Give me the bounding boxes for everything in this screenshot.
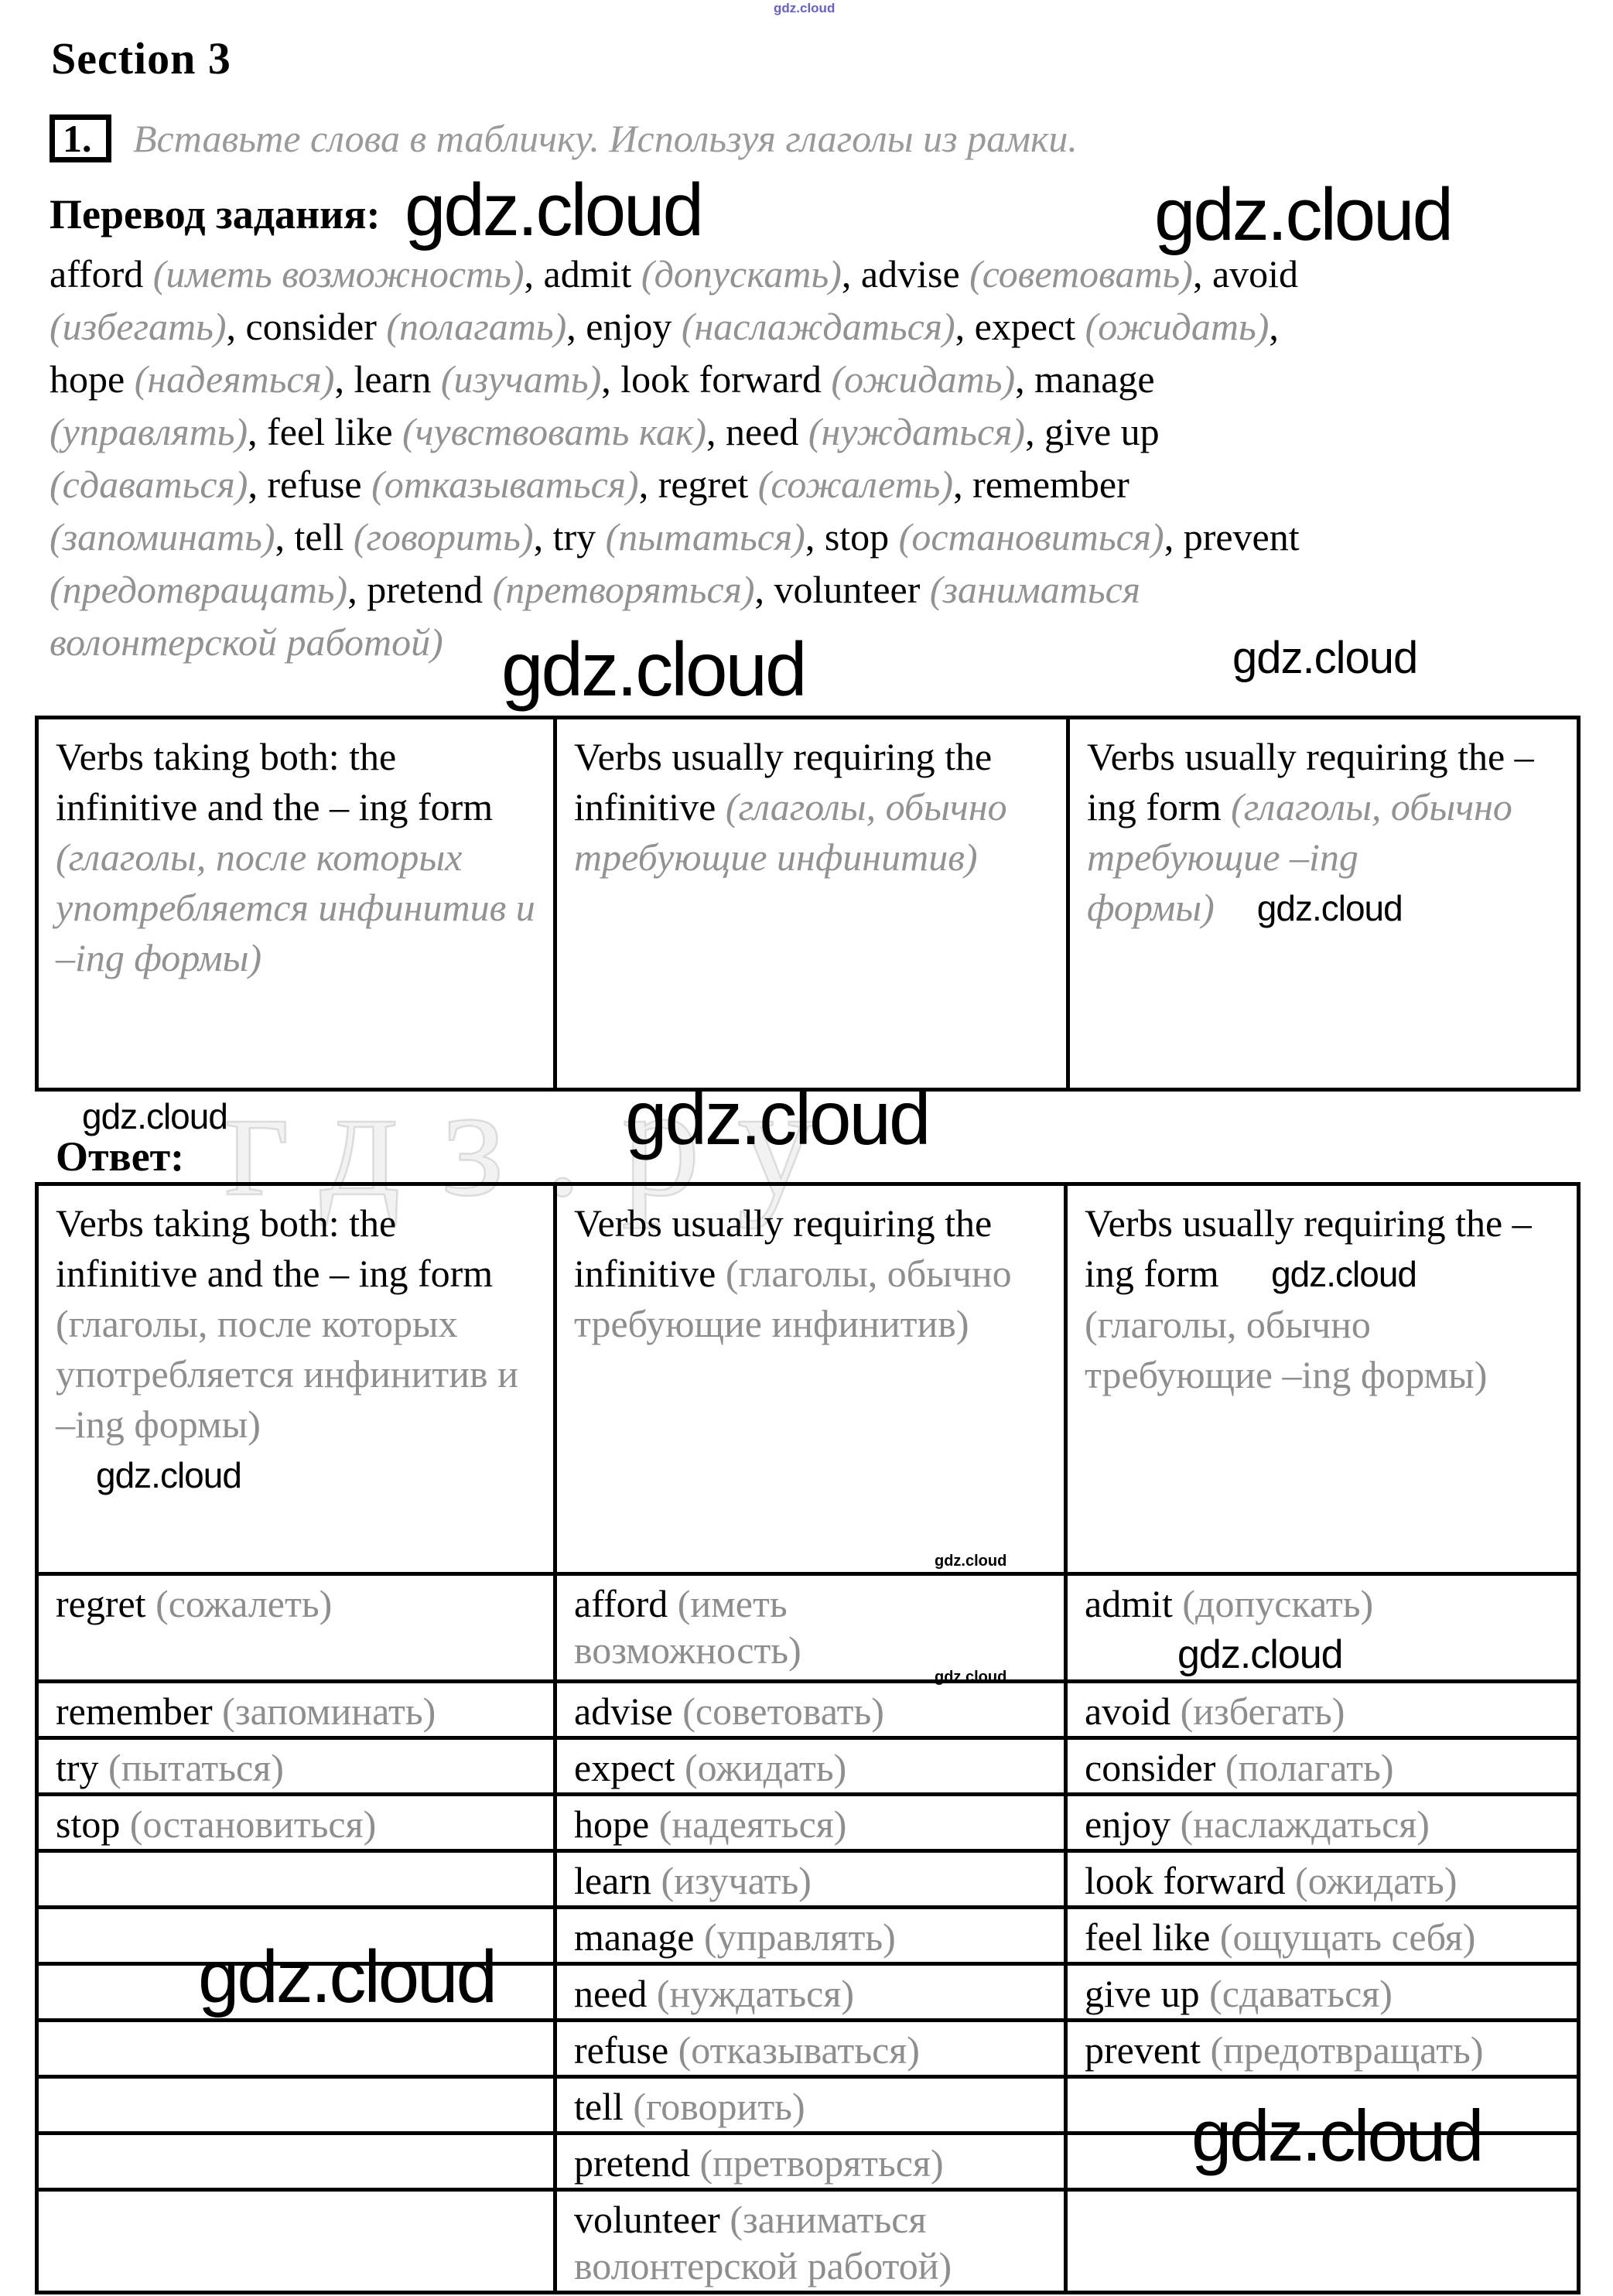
table-row: remember (запоминать) advise (советовать…: [35, 1679, 1581, 1740]
table-cell: [1064, 2075, 1581, 2135]
table-cell: prevent (предотвращать): [1064, 2018, 1581, 2079]
table-cell: regret (сожалеть): [35, 1572, 557, 1683]
table-cell: expect (ожидать): [553, 1736, 1068, 1796]
header-cell-both-forms: Verbs taking both: the infinitive and th…: [35, 716, 557, 1092]
header-cell-both-forms: Verbs taking both: the infinitive and th…: [35, 1182, 557, 1576]
word-bank: afford (иметь возможность), admit (допус…: [50, 248, 1577, 668]
table-cell: [1064, 2131, 1581, 2192]
table-cell: admit (допускать) gdz.cloud: [1064, 1572, 1581, 1683]
gdz-cloud-watermark: gdz.cloud: [82, 1096, 228, 1136]
table-cell: [35, 1962, 557, 2022]
table-cell: need (нуждаться): [553, 1962, 1068, 2022]
table-cell: stop (остановиться): [35, 1792, 557, 1853]
table-cell: tell (говорить): [553, 2075, 1068, 2135]
word-bank-line: (управлять), feel like (чувствовать как)…: [50, 410, 1160, 453]
verbs-table-empty: Verbs taking both: the infinitive and th…: [35, 716, 1581, 1092]
table-cell: give up (сдаваться): [1064, 1962, 1581, 2022]
verbs-table-answer: Verbs taking both: the infinitive and th…: [35, 1182, 1581, 2294]
gdz-cloud-watermark: gdz.cloud: [1154, 173, 1454, 256]
table-cell: advise (советовать): [553, 1679, 1068, 1740]
header-cell-infinitive: Verbs usually requiring the infinitive (…: [553, 716, 1070, 1092]
word-bank-line: (избегать), consider (полагать), enjoy (…: [50, 305, 1279, 348]
section-title: Section 3: [51, 33, 231, 84]
table-row: tell (говорить): [35, 2075, 1581, 2135]
table-cell: [1064, 2188, 1581, 2294]
table-cell: learn (изучать): [553, 1849, 1068, 1909]
table-cell: pretend (претворяться): [553, 2131, 1068, 2192]
gdz-cloud-watermark: gdz.cloud: [625, 1075, 931, 1160]
table-cell: [35, 2131, 557, 2192]
table-cell: hope (надеяться): [553, 1792, 1068, 1853]
table-cell: volunteer (заниматься волонтерской работо…: [553, 2188, 1068, 2294]
table-cell: try (пытаться): [35, 1736, 557, 1796]
table-row: volunteer (заниматься волонтерской работо…: [35, 2188, 1581, 2294]
table-cell: enjoy (наслаждаться): [1064, 1792, 1581, 1853]
task-instruction: Вставьте слова в табличку. Используя гла…: [133, 117, 1078, 160]
table-row: regret (сожалеть) afford (иметь возможнос…: [35, 1572, 1581, 1683]
table-cell: consider (полагать): [1064, 1736, 1581, 1796]
table-row: need (нуждаться) give up (сдаваться): [35, 1962, 1581, 2022]
answer-label: Ответ:: [56, 1133, 185, 1180]
word-bank-line: afford (иметь возможность), admit (допус…: [50, 252, 1299, 296]
word-bank-line: hope (надеяться), learn (изучать), look …: [50, 357, 1155, 401]
table-cell: refuse (отказываться): [553, 2018, 1068, 2079]
table-cell: [35, 2018, 557, 2079]
translation-label: Перевод задания:: [50, 191, 381, 237]
table-row: learn (изучать) look forward (ожидать): [35, 1849, 1581, 1909]
word-bank-line: волонтерской работой): [50, 620, 443, 664]
table-cell: afford (иметь возможность): [553, 1572, 1068, 1683]
table-cell: [35, 2188, 557, 2294]
header-cell-ing-form: Verbs usually requiring the –ing form gd…: [1064, 1182, 1581, 1576]
gdz-cloud-watermark: gdz.cloud: [1232, 633, 1418, 683]
table-cell: remember (запоминать): [35, 1679, 557, 1740]
table-cell: manage (управлять): [553, 1905, 1068, 1966]
header-cell-ing-form: Verbs usually requiring the –ing form (г…: [1066, 716, 1581, 1092]
table-cell: [35, 1849, 557, 1909]
word-bank-line: (предотвращать), pretend (претворяться),…: [50, 568, 1141, 611]
gdz-cloud-watermark: gdz.cloud: [774, 1, 836, 15]
table-cell: [35, 1905, 557, 1966]
word-bank-line: (сдаваться), refuse (отказываться), regr…: [50, 463, 1129, 506]
gdz-cloud-watermark: gdz.cloud: [501, 627, 808, 712]
table-row: stop (остановиться) hope (надеяться) enj…: [35, 1792, 1581, 1853]
table-cell: feel like (ощущать себя): [1064, 1905, 1581, 1966]
table-row: pretend (претворяться): [35, 2131, 1581, 2192]
table-cell: avoid (избегать): [1064, 1679, 1581, 1740]
word-bank-line: (запоминать), tell (говорить), try (пыта…: [50, 515, 1300, 559]
task-number-box: 1.: [50, 114, 111, 162]
table-row: try (пытаться) expect (ожидать) consider…: [35, 1736, 1581, 1796]
table-cell: look forward (ожидать): [1064, 1849, 1581, 1909]
table-row: manage (управлять) feel like (ощущать се…: [35, 1905, 1581, 1966]
gdz-cloud-watermark: gdz.cloud: [405, 169, 704, 251]
header-cell-infinitive: Verbs usually requiring the infinitive (…: [553, 1182, 1068, 1576]
task-number: 1.: [63, 117, 92, 160]
table-cell: [35, 2075, 557, 2135]
table-row: refuse (отказываться) prevent (предотвра…: [35, 2018, 1581, 2079]
